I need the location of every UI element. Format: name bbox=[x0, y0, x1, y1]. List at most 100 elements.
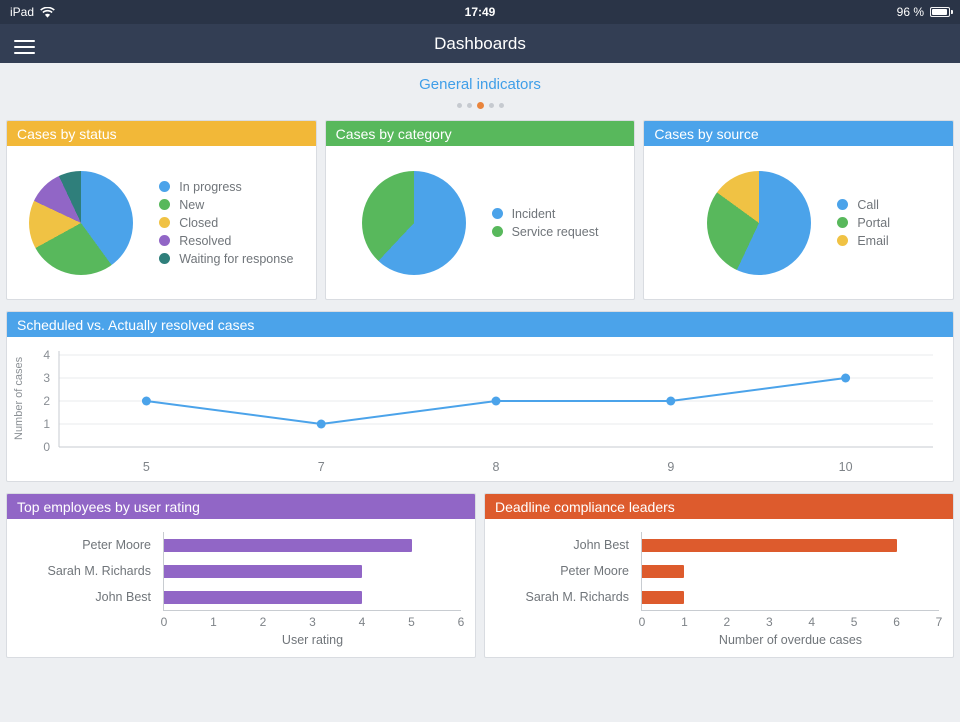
legend-item: Call bbox=[837, 198, 890, 212]
legend-label: Closed bbox=[179, 215, 219, 230]
legend-item: Waiting for response bbox=[159, 252, 293, 266]
legend-item: New bbox=[159, 198, 293, 212]
svg-text:9: 9 bbox=[667, 460, 674, 474]
axis-spacer bbox=[21, 631, 164, 647]
legend-item: Service request bbox=[491, 224, 599, 239]
x-axis-tick: 3 bbox=[765, 615, 773, 629]
bar bbox=[164, 590, 362, 604]
bar-plot bbox=[641, 532, 939, 611]
legend-swatch bbox=[837, 217, 849, 228]
svg-text:3: 3 bbox=[43, 371, 50, 385]
card-cases-by-status[interactable]: Cases by status In progress New Closed Reso… bbox=[6, 120, 317, 300]
legend-label: New bbox=[179, 197, 205, 212]
status-bar: iPad 17:49 96 % bbox=[0, 0, 960, 24]
legend-item: Portal bbox=[837, 216, 890, 230]
x-axis-tick: 5 bbox=[408, 615, 415, 629]
bar-category-label: Sarah M. Richards bbox=[525, 590, 629, 604]
pager-dot[interactable] bbox=[476, 101, 484, 109]
card-scheduled-vs-resolved[interactable]: Scheduled vs. Actually resolved cases Nu… bbox=[6, 311, 954, 482]
nav-bar: Dashboards bbox=[0, 24, 960, 63]
pie-chart bbox=[361, 170, 466, 275]
x-axis-tick: 4 bbox=[358, 615, 366, 629]
x-axis-tick: 6 bbox=[457, 615, 465, 629]
axis-spacer bbox=[499, 631, 642, 647]
page-title: Dashboards bbox=[434, 33, 526, 53]
card-title: Deadline compliance leaders bbox=[485, 494, 953, 519]
pager-dot[interactable] bbox=[488, 102, 494, 108]
bar-category-label: Peter Moore bbox=[560, 564, 629, 578]
svg-text:0: 0 bbox=[43, 440, 50, 454]
card-cases-by-category[interactable]: Cases by category Incident Service reques… bbox=[324, 120, 636, 300]
x-axis-tick: 1 bbox=[681, 615, 688, 629]
axis-spacer bbox=[21, 611, 164, 631]
x-axis-tick: 7 bbox=[935, 615, 943, 629]
legend-label: Resolved bbox=[179, 233, 232, 248]
wifi-icon bbox=[40, 6, 55, 18]
bar-row bbox=[642, 532, 939, 558]
svg-text:7: 7 bbox=[318, 460, 325, 474]
bar-row bbox=[642, 584, 939, 610]
pager: General indicators bbox=[0, 76, 960, 109]
svg-text:4: 4 bbox=[43, 348, 50, 362]
x-axis-tick: 1 bbox=[210, 615, 217, 629]
x-axis-tick: 3 bbox=[309, 615, 316, 629]
legend-label: Call bbox=[857, 197, 879, 212]
pie-chart bbox=[29, 170, 134, 275]
bar-category-label: John Best bbox=[95, 590, 151, 604]
legend-label: Email bbox=[857, 233, 889, 248]
card-deadline-leaders[interactable]: Deadline compliance leaders John Best Pet… bbox=[484, 493, 954, 658]
bar-row bbox=[164, 532, 461, 558]
legend-item: Closed bbox=[159, 216, 293, 230]
x-axis-tick: 0 bbox=[638, 615, 646, 629]
pager-dot[interactable] bbox=[498, 102, 504, 108]
bar-category-labels: John Best Peter Moore Sarah M. Richards bbox=[499, 532, 641, 611]
legend-swatch bbox=[491, 208, 503, 219]
card-title: Cases by source bbox=[644, 121, 954, 146]
bar bbox=[642, 564, 685, 578]
bar bbox=[642, 538, 897, 552]
pie-cards-row: Cases by status In progress New Closed Reso… bbox=[0, 120, 960, 300]
legend-swatch bbox=[491, 226, 503, 237]
card-cases-by-source[interactable]: Cases by source Call Portal Email bbox=[643, 120, 955, 300]
bar bbox=[164, 564, 362, 578]
x-axis-ticks: 0 1 2 3 4 5 6 bbox=[160, 611, 465, 631]
x-axis-tick: 0 bbox=[160, 615, 168, 629]
svg-text:5: 5 bbox=[143, 460, 150, 474]
hamburger-icon bbox=[14, 40, 35, 42]
card-title: Scheduled vs. Actually resolved cases bbox=[7, 312, 953, 337]
bar-category-label: Peter Moore bbox=[82, 538, 151, 552]
svg-text:2: 2 bbox=[43, 394, 50, 408]
legend-label: Portal bbox=[857, 215, 890, 230]
clock: 17:49 bbox=[464, 5, 496, 19]
chart-legend: Call Portal Email bbox=[837, 194, 890, 252]
y-axis-title: Number of cases bbox=[13, 356, 25, 440]
legend-item: In progress bbox=[159, 180, 293, 194]
bar bbox=[164, 538, 412, 552]
card-top-employees[interactable]: Top employees by user rating Peter Moore… bbox=[6, 493, 476, 658]
pager-dot[interactable] bbox=[456, 102, 462, 108]
pie-chart bbox=[707, 170, 812, 275]
pager-dot[interactable] bbox=[466, 102, 472, 108]
bar bbox=[642, 590, 685, 604]
legend-label: Waiting for response bbox=[179, 251, 294, 266]
svg-text:1: 1 bbox=[43, 417, 50, 431]
battery-icon bbox=[930, 7, 953, 17]
legend-item: Resolved bbox=[159, 234, 293, 248]
chart-legend: In progress New Closed Resolved Waiting for … bbox=[159, 176, 293, 270]
bar-row bbox=[164, 558, 461, 584]
x-axis-tick: 2 bbox=[259, 615, 267, 629]
legend-label: In progress bbox=[179, 179, 242, 194]
x-axis-tick: 2 bbox=[723, 615, 731, 629]
bar-row bbox=[642, 558, 939, 584]
x-axis-title: User rating bbox=[281, 633, 344, 647]
pager-section-label: General indicators bbox=[419, 76, 541, 93]
bar-category-label: John Best bbox=[573, 538, 629, 552]
menu-button[interactable] bbox=[10, 32, 39, 62]
legend-item: Incident bbox=[491, 207, 599, 221]
axis-spacer bbox=[499, 611, 642, 631]
legend-swatch bbox=[159, 199, 171, 210]
bar-category-labels: Peter Moore Sarah M. Richards John Best bbox=[21, 532, 163, 611]
legend-label: Service request bbox=[511, 224, 599, 239]
legend-swatch bbox=[159, 181, 171, 192]
